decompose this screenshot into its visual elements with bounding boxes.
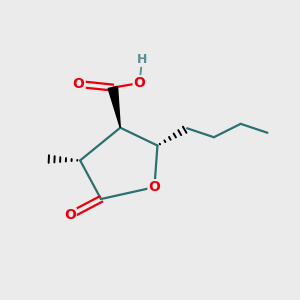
- Text: O: O: [148, 180, 160, 194]
- Text: O: O: [73, 77, 85, 91]
- Text: O: O: [134, 76, 146, 90]
- Polygon shape: [108, 87, 120, 128]
- Text: H: H: [137, 53, 147, 66]
- Text: O: O: [64, 208, 76, 222]
